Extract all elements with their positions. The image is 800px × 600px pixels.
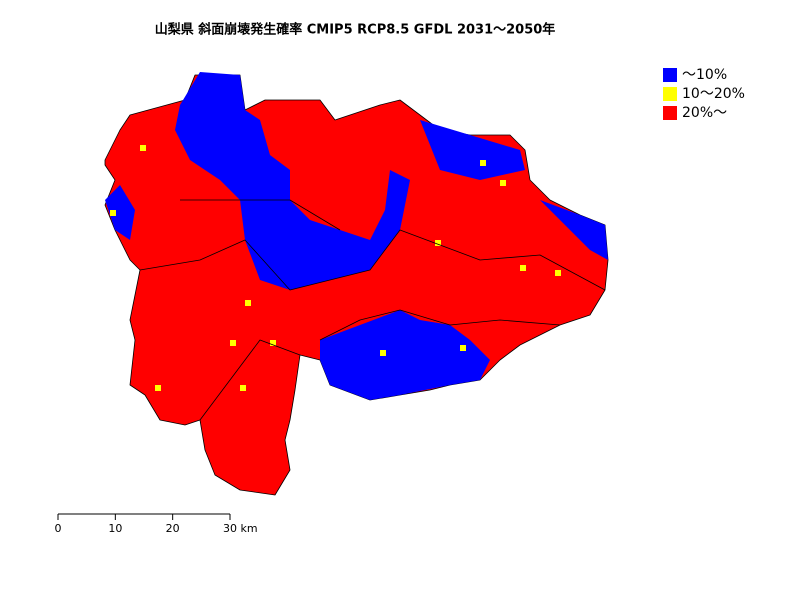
scale-label: 10 xyxy=(108,522,122,535)
municipal-border xyxy=(319,309,561,341)
low-risk-area xyxy=(105,185,135,240)
legend: ～10% 10～20% 20%～ xyxy=(663,67,745,121)
scale-bar: 0 10 20 30 km xyxy=(55,513,258,535)
scale-label: 30 km xyxy=(223,522,258,535)
cell xyxy=(270,340,276,346)
low-risk-area xyxy=(540,200,608,260)
legend-swatch xyxy=(663,106,677,120)
municipal-border xyxy=(180,199,341,231)
legend-swatch xyxy=(663,68,677,82)
prefecture-map xyxy=(104,72,609,496)
low-risk-area xyxy=(175,72,410,290)
medium-risk-cells xyxy=(110,145,561,391)
scale-label: 20 xyxy=(166,522,180,535)
cell xyxy=(140,145,146,151)
municipal-border xyxy=(199,339,301,421)
legend-swatch xyxy=(663,87,677,101)
cell xyxy=(380,350,386,356)
cell xyxy=(240,385,246,391)
cell xyxy=(500,180,506,186)
cell xyxy=(435,240,441,246)
legend-label: 20%～ xyxy=(682,105,727,121)
low-risk-area xyxy=(320,310,490,400)
cell xyxy=(155,385,161,391)
cell xyxy=(555,270,561,276)
cell xyxy=(480,160,486,166)
cell xyxy=(460,345,466,351)
scale-label: 0 xyxy=(55,522,62,535)
cell xyxy=(230,340,236,346)
low-risk-area xyxy=(420,120,525,180)
cell xyxy=(110,210,116,216)
cell xyxy=(245,300,251,306)
municipal-border xyxy=(139,229,606,291)
legend-label: ～10% xyxy=(682,67,727,83)
cell xyxy=(520,265,526,271)
legend-label: 10～20% xyxy=(682,86,745,102)
map-title: 山梨県 斜面崩壊発生確率 CMIP5 RCP8.5 GFDL 2031～2050… xyxy=(155,22,556,38)
